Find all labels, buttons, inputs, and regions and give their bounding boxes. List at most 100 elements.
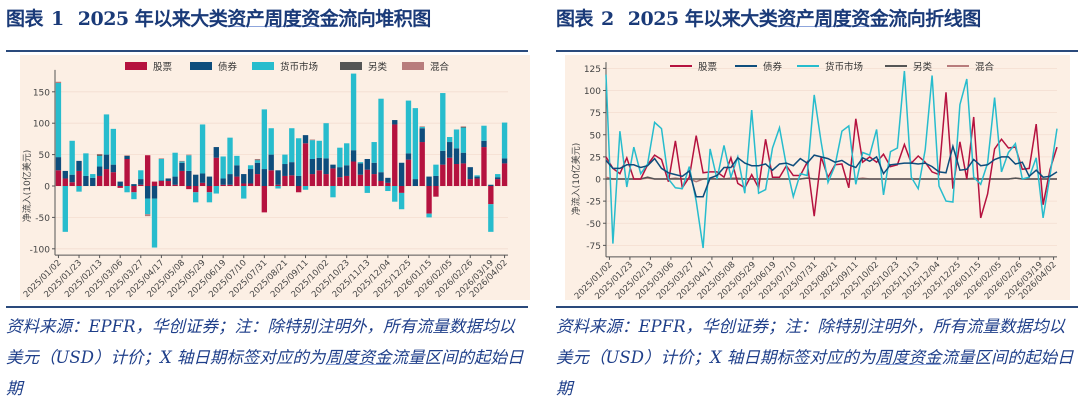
bar-mm xyxy=(302,186,309,190)
bar-stock xyxy=(234,176,240,186)
bar-bond xyxy=(302,135,309,144)
title-text: 流向堆积图 xyxy=(338,8,431,30)
bar-mm xyxy=(138,170,144,180)
bar-stock xyxy=(440,164,446,186)
bar-mm xyxy=(501,122,508,159)
bar-mixed xyxy=(158,158,165,159)
bar-mm xyxy=(433,164,439,176)
legend-swatch-other xyxy=(340,62,362,70)
bar-stock xyxy=(460,163,467,186)
bar-mm xyxy=(385,186,391,192)
bar-bond xyxy=(213,147,219,158)
bar-stock xyxy=(117,186,123,188)
bar-bond xyxy=(474,176,480,179)
bar-mm xyxy=(206,192,213,203)
legend-label-bond: 债券 xyxy=(763,61,783,73)
bar-bond xyxy=(165,178,171,181)
figure-title: 图表 2 2025 年以来大类资产周度资金流向折线图 xyxy=(556,4,981,31)
footnote-link[interactable]: 周度资金 xyxy=(875,348,942,367)
bar-mm xyxy=(193,192,199,203)
divider xyxy=(6,50,528,52)
bar-bond xyxy=(309,158,316,175)
bar-mixed xyxy=(419,126,425,127)
bar-stock xyxy=(55,170,62,186)
figure-label: 图表 xyxy=(6,8,44,30)
bar-stock xyxy=(337,177,343,186)
bar-bond xyxy=(179,162,185,171)
bar-stock xyxy=(453,164,460,186)
legend-label-other: 另类 xyxy=(913,61,933,73)
bar-stock xyxy=(302,143,309,186)
line-mm xyxy=(605,70,1058,249)
legend-swatch-mixed xyxy=(402,62,424,70)
bar-bond xyxy=(138,179,144,185)
bar-mixed xyxy=(309,139,316,141)
y-axis-label: 净流入(10亿美元) xyxy=(21,150,33,222)
bar-bond xyxy=(440,150,446,165)
bar-mm xyxy=(83,153,89,176)
bar-stock xyxy=(124,158,130,186)
bar-stock xyxy=(344,175,350,186)
bar-bond xyxy=(385,177,391,183)
title-link[interactable]: 资产周度资金 xyxy=(227,8,339,30)
bar-bond xyxy=(344,165,350,176)
bar-bond xyxy=(206,176,213,186)
bar-bond xyxy=(90,177,96,186)
y-tick-label: -25 xyxy=(586,198,601,208)
footnote-text: 资料来源：EPFR，华创证券；注：除特别注明外，所有流量数据均以美元（USD）计… xyxy=(6,317,516,367)
bar-mm xyxy=(90,174,96,178)
bar-mm xyxy=(179,161,185,163)
bar-bond xyxy=(254,162,261,175)
bar-stock xyxy=(495,179,501,186)
divider xyxy=(556,50,1078,52)
title-text: 2025 年以来大类 xyxy=(77,8,228,30)
bar-bond xyxy=(392,120,398,125)
bar-bond xyxy=(275,170,281,185)
bar-mm xyxy=(172,152,178,177)
bar-bond xyxy=(295,175,302,186)
bar-bond xyxy=(282,164,288,176)
bar-bond xyxy=(378,172,384,181)
y-tick-label: 125 xyxy=(584,65,601,75)
legend-swatch-mm xyxy=(252,62,274,70)
y-tick-label: 150 xyxy=(33,88,50,98)
bar-bond xyxy=(398,162,405,186)
figure-number: 2 xyxy=(601,8,614,30)
bar-mm xyxy=(227,137,233,175)
footnote-text: 资料来源：EPFR，华创证券；注：除特别注明外，所有流量数据均以美元（USD）计… xyxy=(556,317,1066,367)
y-tick-label: -50 xyxy=(35,214,50,224)
bar-mm xyxy=(426,213,432,218)
bar-bond xyxy=(199,173,206,183)
bar-stock xyxy=(179,170,185,186)
bar-bond xyxy=(172,176,178,185)
bar-bond xyxy=(316,157,322,171)
y-tick-label: -50 xyxy=(586,220,601,230)
title-link[interactable]: 资产周度资金 xyxy=(777,8,889,30)
bar-mixed xyxy=(55,81,62,84)
bar-mm xyxy=(186,155,192,171)
line-bond xyxy=(605,143,1058,198)
bar-stock xyxy=(206,186,213,193)
bar-mixed xyxy=(144,214,151,217)
title-text: 流向折线图 xyxy=(888,8,981,30)
legend-label-mm: 货币市场 xyxy=(825,61,863,73)
bar-bond xyxy=(453,148,460,165)
bar-stock xyxy=(419,142,425,186)
bar-mm xyxy=(330,186,336,198)
bar-mm xyxy=(392,186,398,202)
y-tick-label: 100 xyxy=(584,87,601,97)
bar-mm xyxy=(76,186,82,192)
bar-mm xyxy=(55,83,62,158)
bar-bond xyxy=(247,169,254,184)
bar-mm xyxy=(488,204,494,232)
bar-mm xyxy=(234,155,240,166)
bar-other xyxy=(96,154,103,156)
stacked-bar-chart: -100-50050100150净流入(10亿美元)2025/01/022025… xyxy=(20,55,530,300)
legend-label-mm: 货币市场 xyxy=(280,61,318,73)
bar-mixed xyxy=(96,153,103,155)
bar-mm xyxy=(453,129,460,149)
footnote-link[interactable]: 周度资金 xyxy=(325,348,392,367)
y-tick-label: -75 xyxy=(586,242,601,252)
bar-stock xyxy=(62,178,68,186)
footnote-text: 流量区间的起始日期 xyxy=(556,348,1074,398)
